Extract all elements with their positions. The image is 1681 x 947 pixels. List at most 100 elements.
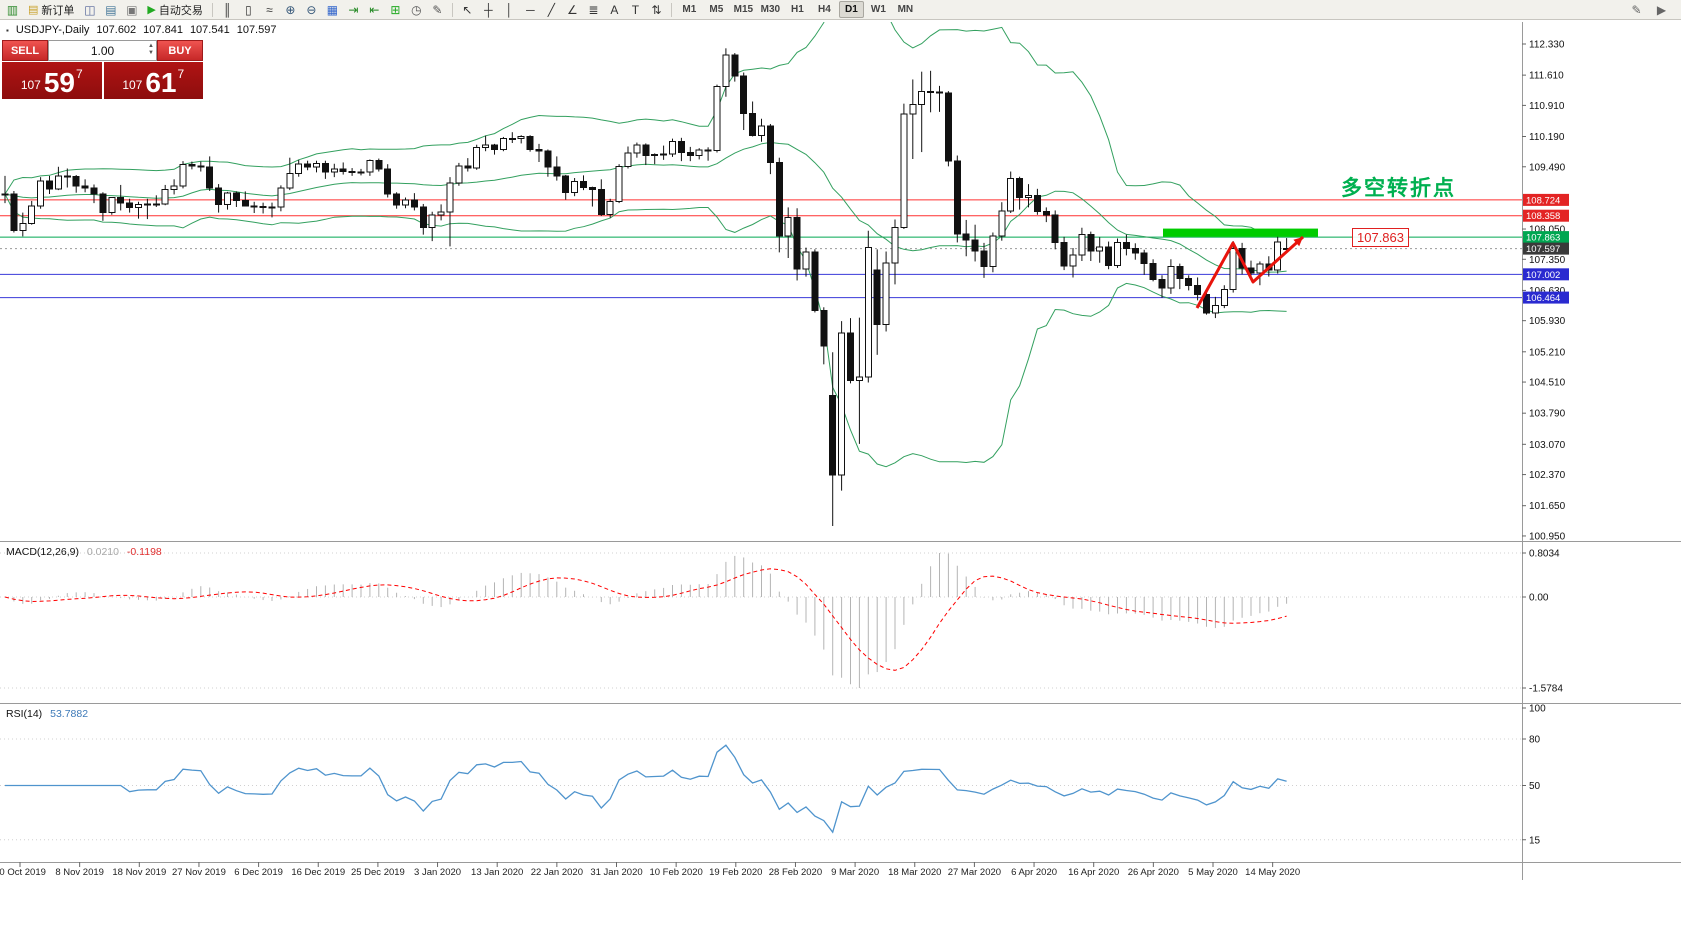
zoom-in-icon[interactable]: ⊕ bbox=[285, 2, 296, 17]
new-order-button[interactable]: ▤ 新订单 bbox=[24, 2, 78, 18]
chart-mini-icon: ▪ bbox=[6, 25, 9, 35]
indicators-icon[interactable]: ⊞ bbox=[390, 2, 401, 17]
date-axis-label: 26 Apr 2020 bbox=[1128, 867, 1179, 878]
data-window-icon[interactable]: ▣ bbox=[126, 2, 138, 17]
green-zone-annotation[interactable] bbox=[1163, 228, 1318, 237]
new-order-button-label: 新订单 bbox=[41, 4, 75, 17]
macd-histogram bbox=[13, 553, 1288, 688]
price-callout-box[interactable]: 107.863 bbox=[1352, 228, 1409, 247]
timeframe-button-d1[interactable]: D1 bbox=[838, 1, 864, 18]
timeframe-button-m5[interactable]: M5 bbox=[709, 4, 724, 15]
new-chart-icon[interactable]: ▥ bbox=[6, 2, 19, 17]
rsi-scale-label: 80 bbox=[1529, 735, 1541, 746]
timeframe-button-w1[interactable]: W1 bbox=[870, 4, 886, 15]
rsi-value: 53.7882 bbox=[50, 708, 89, 720]
turning-point-annotation[interactable]: 多空转折点 bbox=[1341, 177, 1456, 200]
chart-symbol-ohlc: ▪ USDJPY-,Daily 107.602 107.841 107.541 … bbox=[6, 24, 276, 36]
horizontal-line-icon[interactable]: ─ bbox=[526, 2, 535, 17]
price-tag bbox=[1523, 291, 1569, 304]
line-chart-icon[interactable]: ≈ bbox=[266, 2, 273, 17]
cursor-icon[interactable]: ↖ bbox=[462, 2, 473, 17]
one-click-trading-panel: SELL 1.00 ▲ ▼ BUY 107 59 7 107 61 7 bbox=[2, 40, 203, 99]
autotrade-button[interactable]: ▶ 自动交易 bbox=[143, 2, 206, 18]
buy-button[interactable]: BUY bbox=[157, 40, 203, 61]
open-value: 107.602 bbox=[96, 24, 137, 36]
text-label-icon[interactable]: T bbox=[631, 2, 640, 17]
volume-down-button[interactable]: ▼ bbox=[148, 49, 154, 56]
price-axis-label: 111.610 bbox=[1529, 71, 1564, 82]
pointer-icon[interactable]: ▶ bbox=[1656, 2, 1667, 17]
rsi-scale-label: 50 bbox=[1529, 781, 1541, 792]
rsi-scale-label: 100 bbox=[1529, 704, 1546, 715]
macd-name: MACD(12,26,9) bbox=[6, 546, 79, 558]
bar-chart-icon[interactable]: ║ bbox=[223, 2, 232, 17]
red-arrow-head bbox=[1293, 237, 1303, 247]
price-axis[interactable]: 112.330 111.610 110.910 110.190 109.490 108.0… bbox=[1522, 40, 1569, 543]
price-tag-label: 107.863 bbox=[1526, 233, 1560, 244]
periods-icon[interactable]: ◷ bbox=[411, 2, 422, 17]
timeframe-button-m1[interactable]: M1 bbox=[682, 4, 697, 15]
text-icon[interactable]: A bbox=[610, 2, 619, 17]
date-axis-label: 16 Apr 2020 bbox=[1068, 867, 1119, 878]
timeframe-button-h1[interactable]: H1 bbox=[790, 4, 804, 15]
channel-icon[interactable]: ∠ bbox=[566, 2, 578, 17]
price-axis-label: 102.370 bbox=[1529, 470, 1566, 481]
toolbar-separator bbox=[211, 2, 213, 17]
charts-profile-icon[interactable]: ◫ bbox=[84, 2, 96, 17]
price-tag bbox=[1523, 209, 1569, 222]
candlestick-chart-icon[interactable]: ▯ bbox=[245, 2, 252, 17]
high-value: 107.841 bbox=[143, 24, 183, 36]
date-axis-label: 22 Jan 2020 bbox=[531, 867, 583, 878]
date-axis-label: 10 Feb 2020 bbox=[649, 867, 702, 878]
tile-windows-icon[interactable]: ▦ bbox=[326, 2, 339, 17]
template-edit-icon[interactable]: ✎ bbox=[1631, 2, 1642, 17]
time-axis[interactable]: 30 Oct 2019 8 Nov 2019 18 Nov 2019 27 Nov 2… bbox=[0, 862, 1300, 878]
price-axis-label: 110.190 bbox=[1529, 132, 1565, 143]
macd-signal-line bbox=[4, 568, 1287, 671]
price-tag bbox=[1523, 231, 1569, 244]
crosshair-icon[interactable]: ┼ bbox=[484, 2, 493, 17]
macd-indicator-label: MACD(12,26,9) 0.0210 -0.1198 bbox=[6, 546, 162, 558]
new-order-button-icon: ▤ bbox=[28, 4, 39, 16]
volume-up-button[interactable]: ▲ bbox=[148, 43, 154, 49]
templates-icon[interactable]: ✎ bbox=[432, 2, 443, 17]
date-axis-label: 18 Mar 2020 bbox=[888, 867, 941, 878]
market-watch-icon[interactable]: ▤ bbox=[105, 2, 117, 17]
horizontal-level-lines[interactable] bbox=[0, 199, 1522, 299]
volume-value: 1.00 bbox=[90, 43, 115, 58]
date-axis-label: 25 Dec 2019 bbox=[351, 867, 405, 878]
timeframe-button-m15[interactable]: M15 bbox=[733, 4, 754, 15]
arrows-icon[interactable]: ⇅ bbox=[651, 2, 662, 17]
timeframe-button-h4[interactable]: H4 bbox=[817, 4, 831, 15]
date-axis-label: 31 Jan 2020 bbox=[590, 867, 642, 878]
date-axis-label: 30 Oct 2019 bbox=[0, 867, 46, 878]
main-chart-area bbox=[0, 22, 1522, 527]
autotrade-button-icon: ▶ bbox=[147, 4, 156, 16]
price-tag-label: 107.002 bbox=[1526, 270, 1560, 281]
date-axis-label: 27 Mar 2020 bbox=[948, 867, 1001, 878]
timeframe-button-mn[interactable]: MN bbox=[897, 4, 914, 15]
vertical-line-icon[interactable]: │ bbox=[505, 2, 514, 17]
fibonacci-icon[interactable]: ≣ bbox=[588, 2, 599, 17]
rsi-line bbox=[5, 744, 1287, 834]
symbol-label: USDJPY-,Daily bbox=[15, 24, 90, 36]
timeframe-button-m30[interactable]: M30 bbox=[760, 4, 781, 15]
buy-price-display[interactable]: 107 61 7 bbox=[103, 62, 203, 99]
zoom-out-icon[interactable]: ⊖ bbox=[306, 2, 317, 17]
trendline-icon[interactable]: ╱ bbox=[547, 2, 555, 17]
auto-scroll-icon[interactable]: ⇥ bbox=[348, 2, 359, 17]
date-axis-label: 6 Apr 2020 bbox=[1011, 867, 1057, 878]
price-axis-label: 101.650 bbox=[1529, 501, 1566, 512]
price-tag-label: 108.724 bbox=[1526, 195, 1560, 206]
rsi-indicator-label: RSI(14) 53.7882 bbox=[6, 708, 88, 720]
sell-price-display[interactable]: 107 59 7 bbox=[2, 62, 102, 99]
price-axis-label: 107.350 bbox=[1529, 255, 1566, 266]
chart-shift-icon[interactable]: ⇤ bbox=[369, 2, 380, 17]
close-value: 107.597 bbox=[236, 24, 277, 36]
price-axis-label: 100.950 bbox=[1529, 531, 1566, 542]
sell-button[interactable]: SELL bbox=[2, 40, 48, 61]
volume-input[interactable]: 1.00 ▲ ▼ bbox=[48, 40, 157, 61]
bollinger-up-band bbox=[4, 22, 1287, 235]
red-trend-arrow[interactable] bbox=[1195, 235, 1305, 309]
